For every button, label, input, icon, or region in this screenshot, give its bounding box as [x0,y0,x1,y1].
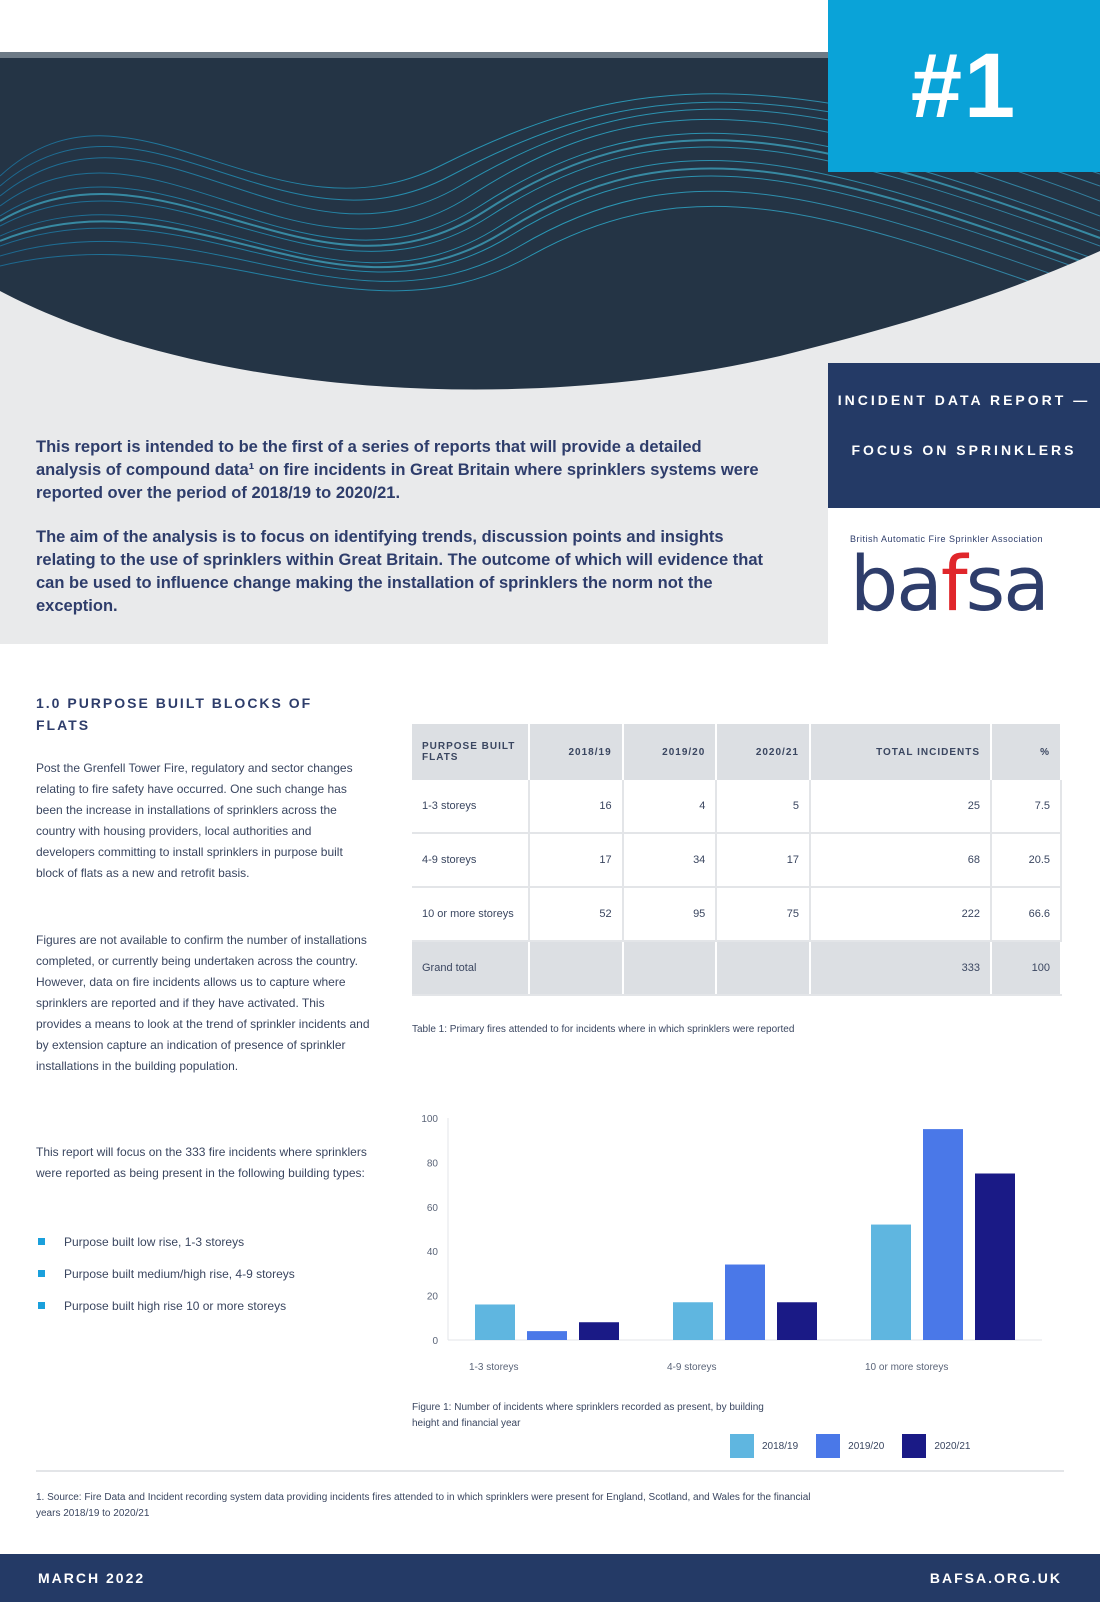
building-type-list: Purpose built low rise, 1-3 storeys Purp… [36,1226,376,1322]
chart-bar [475,1304,515,1340]
chart-legend: 2018/19 2019/20 2020/21 [730,1434,970,1458]
table-cell: 7.5 [991,780,1062,834]
table-cell: 222 [809,887,993,942]
table-row: 10 or more storeys 52 95 75 222 66.6 [412,887,1062,942]
figure-caption: Figure 1: Number of incidents where spri… [412,1402,764,1429]
incidents-bar-chart: 0 20 40 60 80 100 1-3 storeys 4-9 storeys 10 or … [421,1114,1042,1373]
table-cell: 68 [809,833,993,888]
table-cell: 17 [716,833,811,888]
chart-bar [579,1322,619,1340]
table-header-cell: 2018/19 [529,724,624,780]
chart-bar [975,1173,1015,1340]
x-tick-label: 4-9 storeys [667,1362,716,1373]
footer-date: MARCH 2022 [38,1570,146,1586]
table-cell: 333 [809,941,993,996]
logo-tagline: British Automatic Fire Sprinkler Associa… [850,534,1044,544]
list-item: Purpose built medium/high rise, 4-9 stor… [36,1258,376,1290]
legend-item: 2018/19 [730,1434,798,1458]
legend-label: 2019/20 [848,1440,885,1452]
page-footer: MARCH 2022 BAFSA.ORG.UK [0,1554,1100,1602]
chart-bar [777,1302,817,1340]
table-cell: 75 [716,887,811,942]
table-cell: 100 [991,941,1062,996]
section-paragraph-3: This report will focus on the 333 fire i… [36,1145,367,1180]
hero-top-rule [0,52,830,58]
bafsa-logo: British Automatic Fire Sprinkler Associa… [850,534,1082,624]
intro-paragraph-1: This report is intended to be the first … [36,438,759,502]
chart-bar [673,1302,713,1340]
table-cell: 1-3 storeys [412,780,530,834]
report-title-line-1: INCIDENT DATA REPORT — [837,392,1091,408]
table-header-cell: TOTAL INCIDENTS [809,724,993,780]
y-tick-label: 60 [427,1203,439,1214]
footer-website-link[interactable]: BAFSA.ORG.UK [929,1570,1062,1586]
section-title: 1.0 PURPOSE BUILT BLOCKS OF FLATS [36,695,313,733]
table-cell [622,941,718,996]
logo-word-sa: sa [965,539,1050,628]
legend-swatch [816,1434,841,1458]
table-cell: 10 or more storeys [412,887,530,942]
table-cell: 20.5 [991,833,1062,888]
report-title-box: INCIDENT DATA REPORT — FOCUS ON SPRINKLE… [828,363,1100,508]
table-cell: 95 [622,887,718,942]
logo-wordmark: bafsa [850,544,1082,624]
legend-label: 2018/19 [762,1440,799,1452]
incidents-table: PURPOSE BUILT FLATS 2018/19 2019/20 2020… [412,724,1062,996]
legend-label: 2020/21 [934,1440,971,1452]
y-tick-label: 80 [427,1158,439,1169]
table-cell: 4-9 storeys [412,833,530,888]
legend-item: 2020/21 [902,1434,970,1458]
section-paragraph-2: Figures are not available to confirm the… [36,933,370,1073]
table-cell: 16 [529,780,624,834]
table-row: 4-9 storeys 17 34 17 68 20.5 [412,833,1062,888]
y-tick-label: 40 [427,1247,439,1258]
section-paragraph-1: Post the Grenfell Tower Fire, regulatory… [36,761,353,880]
x-tick-label: 10 or more storeys [865,1362,948,1373]
report-title-line-2: FOCUS ON SPRINKLERS [851,442,1077,458]
footnote: 1. Source: Fire Data and Incident record… [36,1492,811,1519]
table-header-row: PURPOSE BUILT FLATS 2018/19 2019/20 2020… [412,724,1062,780]
legend-swatch [902,1434,927,1458]
legend-item: 2019/20 [816,1434,884,1458]
intro-panel: This report is intended to be the first … [0,396,828,644]
legend-swatch [730,1434,754,1458]
footnote-divider [36,1470,1064,1472]
table-cell [716,941,811,996]
list-item: Purpose built high rise 10 or more store… [36,1290,376,1322]
logo-word-f: f [940,539,968,628]
table-header-cell: PURPOSE BUILT FLATS [412,724,530,780]
chart-bar [527,1331,567,1340]
list-item: Purpose built low rise, 1-3 storeys [36,1226,376,1258]
table-cell: 66.6 [991,887,1062,942]
table-header-cell: % [991,724,1062,780]
chart-bar [871,1224,911,1340]
table-cell: 4 [622,780,718,834]
table-cell: 5 [716,780,811,834]
table-cell: 52 [529,887,624,942]
report-number: #1 [910,34,1018,137]
chart-bar [725,1264,765,1340]
table-header-cell: 2019/20 [622,724,718,780]
y-tick-label: 0 [432,1336,438,1347]
x-tick-label: 1-3 storeys [469,1362,518,1373]
table-cell [529,941,624,996]
table-caption: Table 1: Primary fires attended to for i… [412,1024,795,1035]
y-tick-label: 100 [421,1114,438,1125]
intro-paragraph-2: The aim of the analysis is to focus on i… [36,528,764,615]
table-cell: 17 [529,833,624,888]
table-cell: 34 [622,833,718,888]
table-header-cell: 2020/21 [716,724,811,780]
chart-bar [923,1129,963,1340]
logo-word-a: ba [850,539,943,628]
report-number-badge: #1 [828,0,1100,172]
y-tick-label: 20 [427,1292,439,1303]
table-cell: Grand total [412,941,530,996]
table-total-row: Grand total 333 100 [412,941,1062,996]
table-row: 1-3 storeys 16 4 5 25 7.5 [412,780,1062,834]
table-cell: 25 [809,780,993,834]
